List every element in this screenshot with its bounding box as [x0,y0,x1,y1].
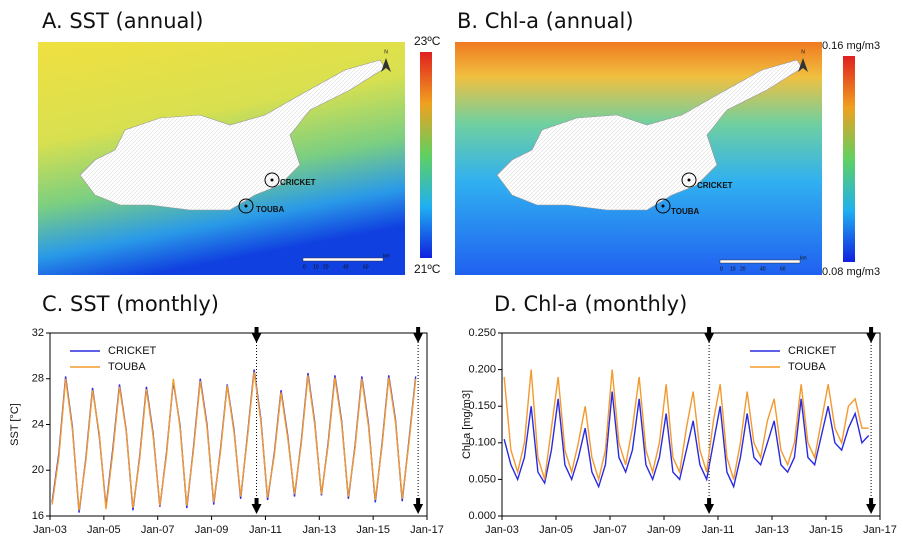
scale-label: 0 [720,266,723,272]
island [496,59,803,211]
x-tick-label: Jan-13 [302,524,336,536]
map-panel: A. SST (annual) CRICKET TOUBA N 0 10 20 … [38,9,441,276]
north-arrow [381,58,391,72]
station-label: CRICKET [280,178,316,187]
x-tick-label: Jan-15 [356,524,390,536]
legend-label: CRICKET [788,345,837,357]
event-arrow [251,498,262,514]
y-tick-label: 0.200 [468,364,496,376]
y-tick-label: 28 [32,373,44,385]
scale-label: km [383,253,390,259]
scale-label: km [800,255,807,261]
scale-label: 60 [780,266,786,272]
y-tick-label: 0.000 [468,510,496,522]
colorbar [843,56,855,262]
scale-bar [719,259,801,264]
colorbar-max: 23ºC [414,34,441,48]
plot-area [49,332,428,517]
event-arrow [251,327,262,343]
station-dot [661,204,665,208]
north-arrow [798,58,808,72]
scale-bar [302,257,384,262]
x-tick-label: Jan-13 [755,524,789,536]
station-label: TOUBA [256,205,285,214]
north-label: N [801,49,805,55]
scale-label: 40 [760,266,766,272]
y-tick-label: 20 [32,464,44,476]
station-marker [681,172,697,188]
y-tick-label: 16 [32,510,44,522]
x-tick-label: Jan-05 [87,524,121,536]
station-marker [264,172,280,188]
chart-title: D. Chl-a (monthly) [494,292,687,316]
series-line [503,391,870,489]
event-arrow [413,498,424,514]
event-arrow [866,327,877,343]
colorbar-min: 21ºC [414,262,441,276]
event-arrow [413,327,424,343]
scale-label: 10 [313,264,319,270]
scale-label: 10 [730,266,736,272]
x-tick-label: Jan-17 [410,524,444,536]
x-tick-label: Jan-03 [33,524,67,536]
scale-label: 60 [363,264,369,270]
x-tick-label: Jan-11 [249,524,282,536]
map-title: A. SST (annual) [42,9,203,33]
event-arrow [704,327,715,343]
y-axis-label: Chl-a [mg/m3] [461,390,473,459]
station-dot [687,178,691,182]
legend-label: TOUBA [788,361,826,373]
station-dot [270,178,274,182]
legend-label: TOUBA [108,361,146,373]
station-label: CRICKET [697,181,733,190]
x-tick-label: Jan-05 [539,524,573,536]
x-tick-label: Jan-07 [593,524,627,536]
y-tick-label: 32 [32,327,44,339]
x-tick-label: Jan-15 [809,524,843,536]
event-arrow [704,498,715,514]
y-tick-label: 24 [32,418,44,430]
north-label: N [384,49,388,55]
y-axis-label: SST [°C] [9,403,21,446]
colorbar-max: 0.16 mg/m3 [822,40,880,52]
x-tick-label: Jan-09 [647,524,681,536]
station-label: TOUBA [671,207,700,216]
colorbar-min: 0.08 mg/m3 [822,266,880,278]
y-tick-label: 0.250 [468,327,496,339]
x-tick-label: Jan-03 [485,524,519,536]
station-marker [655,198,671,214]
y-tick-label: 0.150 [468,400,496,412]
y-tick-label: 0.100 [468,437,496,449]
plot-area [501,332,881,517]
x-tick-label: Jan-11 [702,524,735,536]
scale-labels: 0 10 20 40 60 km [303,253,390,270]
scale-label: 20 [323,264,329,270]
scale-label: 40 [343,264,349,270]
y-tick-label: 0.050 [468,473,496,485]
x-tick-label: Jan-17 [863,524,897,536]
scale-label: 20 [740,266,746,272]
event-arrow [866,498,877,514]
station-marker [238,198,254,214]
legend-label: CRICKET [108,345,157,357]
map-panel: B. Chl-a (annual) CRICKET TOUBA N 0 10 2… [455,9,880,278]
chart-title: C. SST (monthly) [42,292,219,316]
scale-label: 0 [303,264,306,270]
station-dot [244,204,248,208]
scale-labels: 0 10 20 40 60 km [720,255,807,272]
x-tick-label: Jan-09 [195,524,229,536]
series-line [51,371,417,511]
series-line [503,369,869,483]
x-tick-label: Jan-07 [141,524,175,536]
map-title: B. Chl-a (annual) [457,9,634,33]
colorbar [420,52,432,258]
island [79,59,386,211]
